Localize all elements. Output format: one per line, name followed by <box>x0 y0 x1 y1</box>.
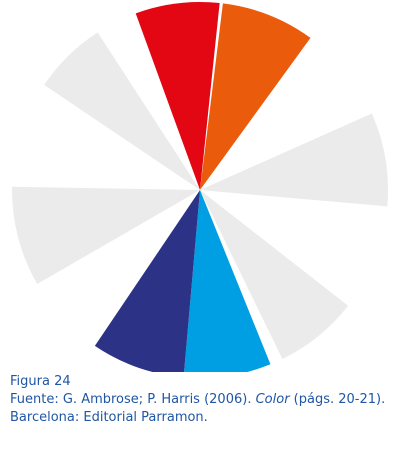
figure-caption: Figura 24 Fuente: G. Ambrose; P. Harris … <box>10 373 390 427</box>
wheel-segment-gray-lower-left <box>12 186 201 284</box>
wheel-segment-red <box>135 2 220 191</box>
wheel-segment-navy <box>94 190 200 372</box>
wheel-segment-gray-upper-right <box>200 113 388 207</box>
wheel-segment-orange <box>200 3 311 191</box>
color-wheel-diagram <box>12 2 388 372</box>
figure-source: Fuente: G. Ambrose; P. Harris (2006). Co… <box>10 391 390 427</box>
source-suffix: (págs. 20-21). Barcelona: Editorial Parr… <box>10 392 386 425</box>
wheel-segment-gray-upper-left <box>44 32 200 190</box>
wheel-segment-gray-lower-right <box>200 190 349 359</box>
figure-number: Figura 24 <box>10 374 71 389</box>
wheel-segment-cyan <box>184 190 271 372</box>
source-title: Color <box>255 392 290 407</box>
source-prefix: Fuente: G. Ambrose; P. Harris (2006). <box>10 392 256 407</box>
